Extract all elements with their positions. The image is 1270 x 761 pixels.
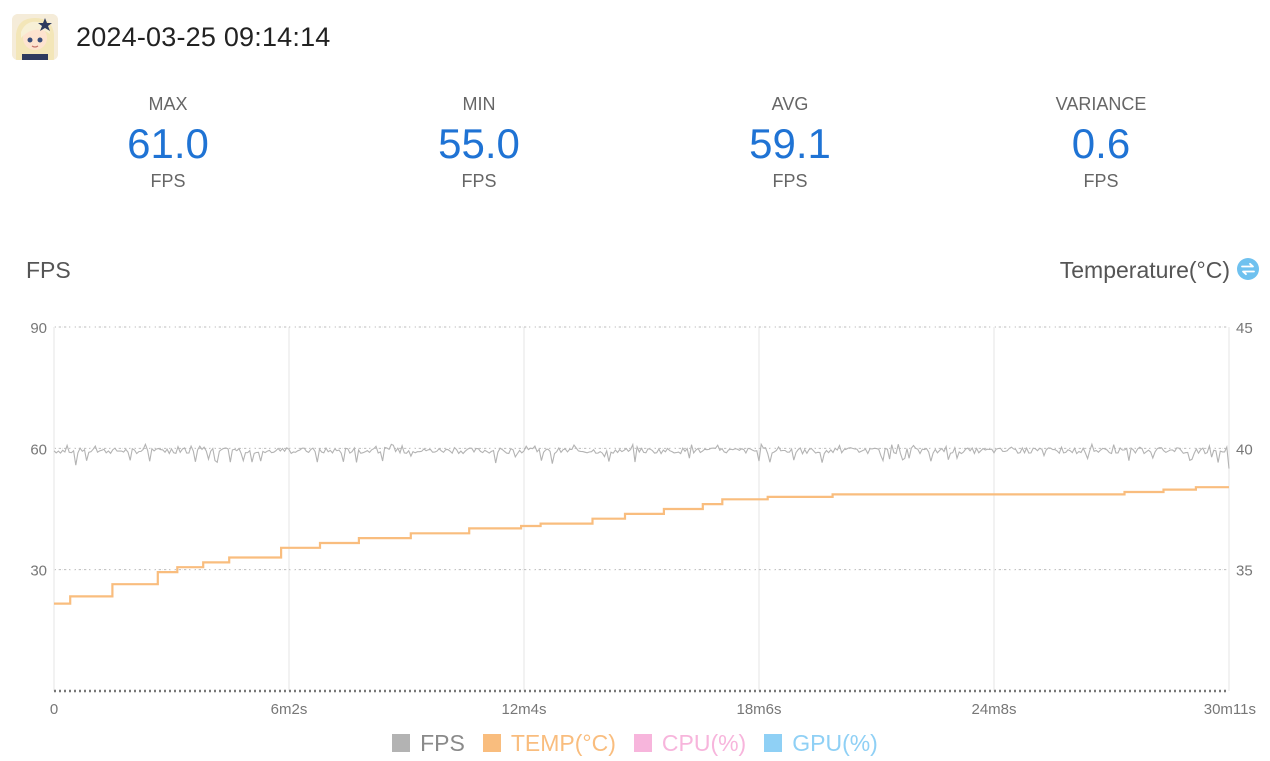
stat-label: AVG (771, 94, 809, 114)
legend-item-temp[interactable]: TEMP(°C) (482, 729, 616, 757)
x-tick-label: 6m2s (271, 701, 308, 718)
stat-unit: FPS (461, 171, 497, 191)
legend-item-fps[interactable]: FPS (392, 730, 465, 757)
legend-label: FPS (420, 729, 465, 756)
header: 2024-03-25 09:14:14 (12, 14, 331, 60)
report-timestamp: 2024-03-25 09:14:14 (76, 21, 331, 52)
stat-min: MIN 55.0 FPS (369, 92, 589, 192)
stat-value: 55.0 (438, 120, 520, 167)
y-left-tick-label: 30 (30, 563, 47, 580)
stat-avg: AVG 59.1 FPS (680, 92, 900, 192)
y-left-tick-label: 90 (30, 320, 47, 337)
x-tick-label: 12m4s (501, 701, 546, 718)
y-right-tick-label: 40 (1236, 441, 1253, 458)
temp-series-line (54, 486, 1229, 605)
stat-label: MAX (148, 94, 188, 114)
x-tick-label: 24m8s (971, 701, 1016, 718)
stat-variance: VARIANCE 0.6 FPS (991, 92, 1211, 192)
legend-swatch (392, 734, 411, 752)
stat-unit: FPS (1083, 171, 1119, 191)
fps-series-line (53, 442, 1230, 469)
stat-max: MAX 61.0 FPS (58, 92, 278, 192)
y-axis-right-title: Temperature(°C) (1059, 257, 1230, 283)
legend-label: GPU(%) (792, 729, 878, 756)
y-left-tick-label: 60 (30, 441, 47, 458)
legend-item-gpu[interactable]: GPU(%) (764, 730, 878, 757)
legend-label: TEMP(°C) (510, 729, 616, 756)
stat-value: 0.6 (1071, 120, 1131, 167)
stat-unit: FPS (772, 171, 808, 191)
x-tick-label: 18m6s (736, 701, 781, 718)
y-right-tick-label: 45 (1236, 320, 1253, 337)
legend-swatch (633, 734, 652, 752)
swap-axis-icon[interactable] (1236, 257, 1260, 281)
stats-row: MAX 61.0 FPS MIN 55.0 FPS AVG 59.1 FPS V… (0, 92, 1270, 202)
x-tick-label: 30m11s (1204, 701, 1256, 718)
chart-legend: FPS TEMP(°C) CPU(%) GPU(%) (0, 728, 1270, 758)
legend-swatch (482, 734, 501, 752)
x-tick-label: 0 (50, 701, 58, 718)
legend-swatch (764, 734, 783, 752)
stat-label: MIN (462, 94, 496, 114)
stat-value: 59.1 (749, 120, 831, 167)
stat-value: 61.0 (127, 120, 209, 167)
legend-label: CPU(%) (661, 729, 747, 756)
y-right-tick-label: 35 (1236, 563, 1253, 580)
legend-item-cpu[interactable]: CPU(%) (633, 729, 747, 757)
stat-label: VARIANCE (1055, 94, 1147, 114)
y-axis-left-title: FPS (26, 257, 71, 283)
stat-unit: FPS (150, 171, 186, 191)
game-character-avatar-icon[interactable] (12, 14, 58, 60)
